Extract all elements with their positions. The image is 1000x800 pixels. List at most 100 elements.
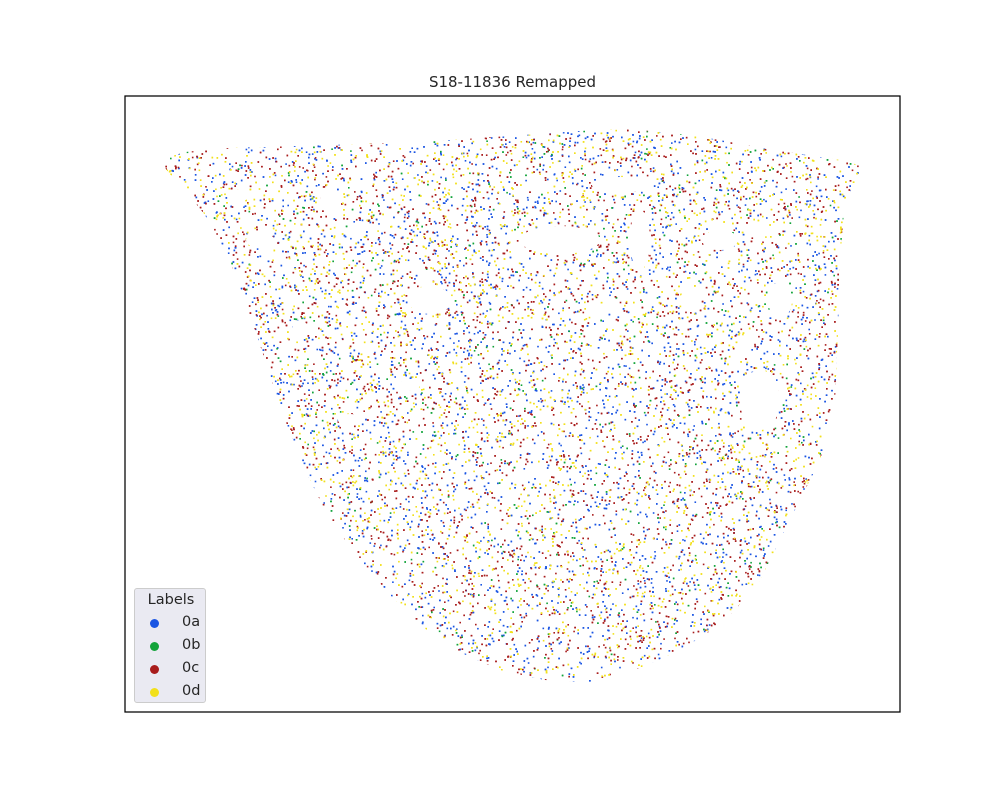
data-point bbox=[835, 398, 837, 401]
data-point bbox=[412, 642, 414, 644]
data-point bbox=[469, 161, 471, 164]
data-point bbox=[531, 677, 534, 679]
data-point bbox=[371, 570, 373, 572]
data-point bbox=[861, 371, 862, 374]
data-point bbox=[528, 481, 530, 484]
data-point bbox=[200, 458, 203, 461]
data-point bbox=[839, 554, 842, 556]
data-point bbox=[857, 288, 859, 290]
data-point bbox=[448, 351, 451, 354]
data-point bbox=[635, 605, 638, 608]
data-point bbox=[164, 332, 167, 335]
data-point bbox=[563, 489, 566, 492]
data-point bbox=[198, 132, 200, 135]
data-point bbox=[382, 425, 385, 427]
data-point bbox=[849, 471, 852, 474]
data-point bbox=[529, 289, 532, 291]
data-point bbox=[540, 369, 542, 372]
data-point bbox=[230, 215, 233, 217]
data-point bbox=[296, 466, 299, 469]
data-point bbox=[798, 639, 801, 641]
data-point bbox=[848, 528, 851, 530]
data-point bbox=[818, 367, 821, 369]
data-point bbox=[833, 649, 835, 651]
data-point bbox=[308, 463, 311, 466]
data-point bbox=[409, 526, 412, 528]
data-point bbox=[485, 488, 487, 491]
data-point bbox=[850, 261, 852, 264]
data-point bbox=[785, 523, 787, 525]
data-point bbox=[842, 581, 844, 584]
data-point bbox=[287, 473, 290, 476]
data-point bbox=[766, 350, 769, 353]
data-point bbox=[215, 287, 217, 289]
data-point bbox=[220, 344, 222, 346]
data-point bbox=[170, 137, 172, 140]
data-point bbox=[778, 353, 780, 355]
data-point bbox=[259, 547, 262, 549]
data-point bbox=[804, 664, 806, 667]
data-point bbox=[755, 599, 758, 601]
data-point bbox=[205, 249, 208, 251]
data-point bbox=[326, 379, 328, 382]
data-point bbox=[456, 332, 458, 335]
data-point bbox=[172, 253, 175, 256]
data-point bbox=[272, 633, 275, 636]
data-point bbox=[337, 570, 340, 572]
data-point bbox=[487, 320, 489, 323]
data-point bbox=[381, 290, 383, 293]
data-point bbox=[527, 425, 529, 427]
data-point bbox=[815, 602, 817, 605]
data-point bbox=[328, 320, 331, 323]
data-point bbox=[863, 670, 865, 672]
data-point bbox=[740, 549, 743, 552]
data-point bbox=[377, 684, 379, 686]
data-point bbox=[212, 511, 214, 513]
data-point bbox=[584, 129, 586, 131]
data-point bbox=[848, 604, 850, 607]
data-point bbox=[168, 144, 170, 146]
data-point bbox=[481, 418, 483, 420]
data-point bbox=[811, 619, 813, 621]
data-point bbox=[207, 329, 209, 332]
data-point bbox=[732, 433, 734, 435]
data-point bbox=[861, 549, 862, 551]
data-point bbox=[668, 336, 670, 338]
data-point bbox=[825, 153, 828, 156]
data-point bbox=[245, 349, 247, 351]
data-point bbox=[326, 638, 328, 641]
data-point bbox=[639, 154, 641, 156]
data-point bbox=[509, 193, 511, 195]
data-point bbox=[622, 508, 624, 511]
data-point bbox=[745, 649, 748, 652]
data-point bbox=[170, 369, 173, 371]
data-point bbox=[359, 595, 362, 598]
data-point bbox=[806, 532, 808, 534]
data-point bbox=[299, 647, 301, 649]
data-point bbox=[846, 203, 848, 206]
data-point bbox=[624, 376, 626, 378]
data-point bbox=[414, 487, 416, 490]
data-point bbox=[365, 418, 367, 421]
data-point bbox=[280, 591, 282, 594]
data-point bbox=[414, 317, 416, 319]
data-point bbox=[727, 129, 730, 132]
data-point bbox=[278, 297, 281, 300]
data-point bbox=[504, 673, 506, 676]
data-point bbox=[311, 153, 314, 155]
data-point bbox=[210, 502, 212, 504]
data-point bbox=[730, 679, 732, 682]
data-point bbox=[845, 469, 848, 472]
data-point bbox=[808, 651, 810, 653]
data-point bbox=[583, 549, 586, 551]
data-point bbox=[845, 605, 847, 608]
data-point bbox=[841, 388, 844, 390]
data-point bbox=[279, 506, 281, 509]
data-point bbox=[233, 639, 236, 642]
data-point bbox=[173, 497, 176, 500]
data-point bbox=[605, 395, 607, 397]
data-point bbox=[359, 393, 362, 395]
data-point bbox=[404, 129, 407, 131]
data-point bbox=[539, 487, 542, 489]
data-point bbox=[751, 504, 754, 507]
